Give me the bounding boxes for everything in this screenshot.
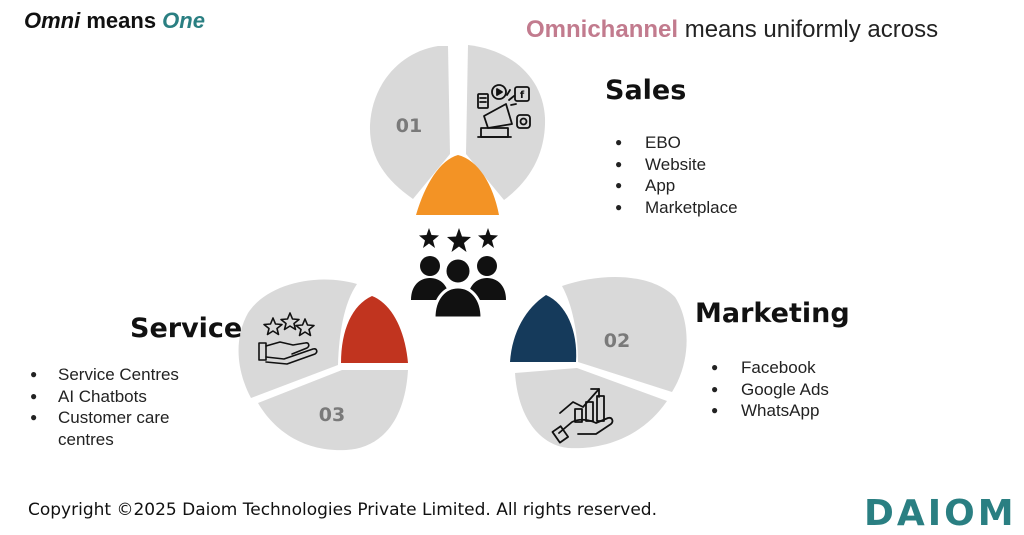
segment-01-accent bbox=[416, 155, 499, 215]
segment-03: 03 bbox=[238, 279, 408, 451]
list-item: WhatsApp bbox=[711, 400, 911, 422]
service-heading: Service bbox=[130, 313, 243, 344]
segment-02: 02 bbox=[510, 276, 687, 449]
list-item: Facebook bbox=[711, 357, 911, 379]
svg-text:f: f bbox=[520, 90, 525, 101]
page-subtitle: Omnichannel means uniformly across bbox=[526, 16, 938, 44]
list-item: Service Centres bbox=[28, 364, 208, 386]
subtitle-omnichannel: Omnichannel bbox=[526, 16, 679, 43]
title-means: means bbox=[80, 8, 163, 33]
segment-02-number: 02 bbox=[604, 330, 630, 352]
segment-03-lower-lobe bbox=[258, 370, 408, 451]
segment-01: 01 bbox=[369, 45, 546, 215]
copyright-text: Copyright ©2025 Daiom Technologies Priva… bbox=[28, 500, 657, 520]
title-one: One bbox=[162, 8, 205, 33]
list-item: App bbox=[615, 175, 815, 197]
title-omni: Omni bbox=[24, 8, 81, 33]
list-item: EBO bbox=[615, 132, 815, 154]
subtitle-rest: means uniformly across bbox=[678, 16, 939, 43]
list-item: Customer care centres bbox=[28, 407, 208, 450]
segment-01-left-lobe bbox=[369, 46, 450, 199]
segment-02-upper-lobe bbox=[562, 276, 687, 392]
segment-01-number: 01 bbox=[396, 115, 422, 137]
customers-rating-icon bbox=[411, 228, 506, 320]
sales-list: EBO Website App Marketplace bbox=[615, 132, 815, 219]
segment-02-accent bbox=[510, 295, 577, 362]
segment-03-number: 03 bbox=[319, 404, 345, 426]
daiom-logo: DAIOM bbox=[864, 493, 1017, 534]
segment-02-lower-lobe bbox=[515, 368, 667, 449]
list-item: Website bbox=[615, 154, 815, 176]
megaphone-social-icon: f bbox=[477, 84, 531, 138]
service-list: Service Centres AI Chatbots Customer car… bbox=[28, 364, 208, 451]
list-item: Google Ads bbox=[711, 379, 911, 401]
segment-03-upper-lobe bbox=[238, 279, 357, 398]
marketing-list: Facebook Google Ads WhatsApp bbox=[711, 357, 911, 422]
hand-stars-icon bbox=[258, 312, 318, 365]
segment-03-accent bbox=[341, 296, 408, 363]
marketing-heading: Marketing bbox=[695, 298, 850, 329]
segment-01-right-lobe bbox=[466, 45, 546, 200]
growth-chart-hand-icon bbox=[551, 388, 614, 444]
list-item: AI Chatbots bbox=[28, 386, 208, 408]
sales-heading: Sales bbox=[605, 75, 687, 106]
page-title: Omni means One bbox=[24, 8, 205, 34]
list-item: Marketplace bbox=[615, 197, 815, 219]
